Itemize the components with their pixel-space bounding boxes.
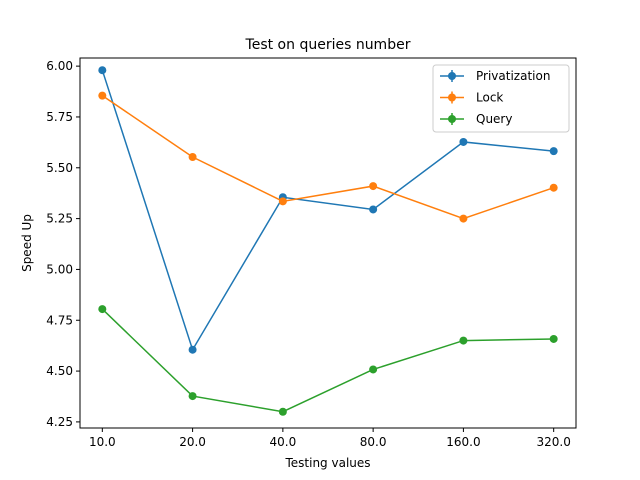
plot-area (98, 66, 558, 416)
data-point-query (459, 336, 468, 345)
series-line-privatization (101, 69, 554, 352)
data-point-lock (98, 91, 107, 100)
legend-label: Lock (476, 91, 503, 105)
data-point-lock (369, 182, 378, 191)
data-point-query (188, 392, 197, 401)
data-point-lock (188, 153, 197, 162)
data-point-lock (549, 183, 558, 192)
y-tick-label: 5.75 (46, 110, 73, 124)
data-point-query (549, 334, 558, 343)
data-point-privatization (369, 205, 378, 214)
data-point-privatization (188, 345, 197, 354)
y-tick-label: 4.75 (46, 313, 73, 327)
series-line-lock (101, 94, 554, 220)
y-tick-label: 4.50 (46, 364, 73, 378)
data-point-query (278, 407, 287, 416)
x-axis-label: Testing values (284, 456, 370, 470)
y-tick-label: 5.00 (46, 262, 73, 276)
data-point-privatization (549, 147, 558, 156)
x-tick-label: 40.0 (270, 435, 297, 449)
x-tick-label: 20.0 (179, 435, 206, 449)
data-point-privatization (98, 66, 107, 75)
data-point-query (98, 305, 107, 314)
legend-swatch-marker (448, 115, 456, 123)
legend-label: Query (476, 112, 512, 126)
legend-label: Privatization (476, 69, 550, 83)
plot-frame (79, 57, 577, 429)
y-axis-label: Speed Up (20, 214, 34, 272)
x-tick-label: 10.0 (89, 435, 116, 449)
legend-swatch-marker (448, 72, 456, 80)
x-tick-label: 160.0 (446, 435, 480, 449)
chart-title: Test on queries number (245, 37, 411, 53)
series-line-query (101, 308, 554, 413)
y-tick-label: 6.00 (46, 59, 73, 73)
legend-box (432, 64, 570, 133)
y-tick-label: 5.50 (46, 161, 73, 175)
axes: 10.0 20.0 40.0 80.0 160.0 320.0 4.25 4.50 4.75 5.… (46, 59, 571, 449)
data-point-lock (459, 214, 468, 223)
legend-swatch-marker (448, 93, 456, 102)
x-tick-label: 320.0 (537, 435, 571, 449)
data-point-query (369, 365, 378, 374)
y-tick-label: 5.25 (46, 212, 73, 226)
data-point-lock (278, 197, 287, 206)
y-tick-label: 4.25 (46, 415, 73, 429)
x-tick-label: 80.0 (360, 435, 387, 449)
data-point-privatization (459, 137, 468, 146)
legend: Privatization Lock Query (432, 64, 570, 133)
